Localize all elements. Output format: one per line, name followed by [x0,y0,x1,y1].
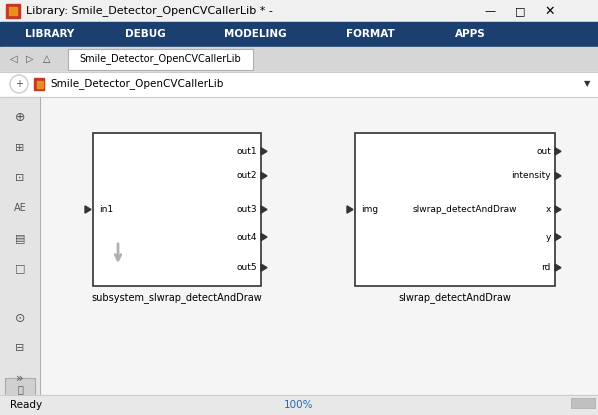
Text: »: » [16,371,24,385]
Polygon shape [261,234,267,241]
Text: Smile_Detector_OpenCVCallerLib: Smile_Detector_OpenCVCallerLib [79,54,241,64]
Polygon shape [261,148,267,155]
Polygon shape [555,264,561,271]
Text: LIBRARY: LIBRARY [25,29,75,39]
Text: slwrap_detectAndDraw: slwrap_detectAndDraw [398,293,511,303]
Bar [6,4,20,18]
Polygon shape [555,234,561,241]
Polygon shape [347,206,353,213]
Text: 100%: 100% [284,400,314,410]
Text: ⊕: ⊕ [15,110,25,124]
Text: ⊡: ⊡ [16,173,25,183]
Text: ⊙: ⊙ [15,312,25,325]
Text: out: out [536,147,551,156]
Text: out2: out2 [236,171,257,181]
Text: out4: out4 [236,232,257,242]
Text: ✕: ✕ [545,5,556,17]
Text: +: + [15,79,23,89]
Polygon shape [85,206,91,213]
Text: ◁: ◁ [10,54,18,64]
Text: Library: Smile_Detector_OpenCVCallerLib * -: Library: Smile_Detector_OpenCVCallerLib … [26,5,273,17]
Text: out1: out1 [236,147,257,156]
Text: in1: in1 [99,205,113,214]
Text: 🔓: 🔓 [17,384,23,394]
Text: MODELING: MODELING [224,29,286,39]
Text: —: — [484,6,496,16]
Text: x: x [545,205,551,214]
Text: AE: AE [14,203,26,213]
Text: DEBUG: DEBUG [124,29,166,39]
Text: △: △ [43,54,51,64]
Text: slwrap_detectAndDraw: slwrap_detectAndDraw [413,205,517,214]
Polygon shape [261,264,267,271]
Text: □: □ [15,263,25,273]
Text: img: img [361,205,378,214]
Text: subsystem_slwrap_detectAndDraw: subsystem_slwrap_detectAndDraw [91,293,263,303]
Text: ▼: ▼ [584,80,590,88]
Bar [0,22,598,47]
Text: rd: rd [542,263,551,272]
Polygon shape [261,172,267,179]
Bar [0,395,598,415]
Text: y: y [545,232,551,242]
Text: intensity: intensity [511,171,551,181]
Text: out3: out3 [236,205,257,214]
Text: APPS: APPS [454,29,486,39]
Text: FORMAT: FORMAT [346,29,394,39]
Bar [0,47,598,72]
Polygon shape [555,206,561,213]
Bar [68,49,253,70]
Bar [0,72,598,97]
Text: ⊞: ⊞ [16,143,25,153]
Bar [9,7,17,15]
Bar [34,78,44,90]
Bar [0,97,40,395]
Text: ▷: ▷ [26,54,33,64]
Text: Smile_Detector_OpenCVCallerLib: Smile_Detector_OpenCVCallerLib [50,78,224,90]
Text: out5: out5 [236,263,257,272]
Polygon shape [261,206,267,213]
Text: ⊟: ⊟ [16,343,25,353]
Text: ▤: ▤ [15,233,25,243]
Polygon shape [555,172,561,179]
Text: □: □ [515,6,525,16]
Bar [37,81,43,88]
Bar [571,398,595,408]
Bar [93,133,261,286]
Bar [5,378,35,400]
Bar [0,0,598,22]
Bar [40,97,598,395]
Bar [355,133,555,286]
Text: Ready: Ready [10,400,42,410]
Polygon shape [555,148,561,155]
